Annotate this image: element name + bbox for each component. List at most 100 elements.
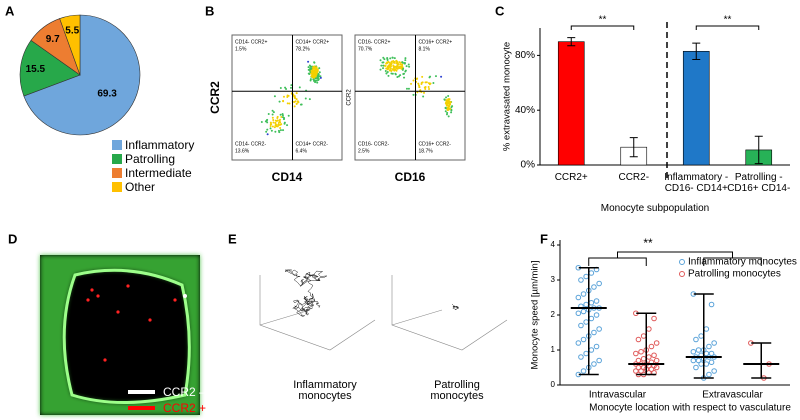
data-point <box>593 298 600 304</box>
flow-dot <box>307 68 310 71</box>
quadrant-percent: 8.1% <box>419 46 431 52</box>
flow-dot <box>283 122 286 125</box>
flow-dot <box>266 128 269 131</box>
flow-dot <box>266 133 269 136</box>
data-point <box>588 270 595 276</box>
quadrant-percent: 6.4% <box>296 148 308 154</box>
data-point <box>588 299 595 306</box>
data-point <box>635 364 642 371</box>
flow-dot <box>419 89 422 92</box>
quadrant-percent: 1.5% <box>235 46 247 52</box>
legend-marker <box>679 271 685 277</box>
panel-label: A <box>5 3 15 18</box>
flow-dot <box>412 93 415 96</box>
data-point <box>640 333 647 339</box>
data-point <box>596 357 602 364</box>
flow-dot <box>272 118 275 121</box>
flow-dot <box>407 87 410 90</box>
flow-dot <box>395 69 398 72</box>
flow-dot <box>402 73 405 76</box>
flow-dot <box>447 94 450 97</box>
flow-dot <box>449 101 452 104</box>
data-point <box>633 350 639 357</box>
vessel-edge <box>62 268 191 404</box>
data-point <box>578 322 584 329</box>
flow-dot <box>315 66 318 69</box>
data-point <box>635 357 642 364</box>
flow-dot <box>311 69 314 72</box>
flow-dot <box>270 129 273 132</box>
error-bar <box>754 135 763 165</box>
flow-dot <box>279 118 282 121</box>
y-tick-label: 4 <box>551 240 556 249</box>
flow-dot <box>408 65 411 68</box>
panel-label: D <box>8 231 17 246</box>
vessel-wall <box>40 255 200 415</box>
error-bar <box>629 137 638 158</box>
flow-dot <box>404 59 407 62</box>
legend-label: CCR2 – <box>163 385 206 399</box>
data-point <box>578 277 584 283</box>
cell <box>183 294 187 298</box>
y-tick-label: 3 <box>551 275 556 284</box>
data-point <box>698 333 704 339</box>
flow-dot <box>392 60 395 63</box>
flow-dot <box>293 96 296 99</box>
quadrant-percent: 70.7% <box>358 46 373 52</box>
flow-dot <box>412 79 415 82</box>
flow-dot <box>382 64 385 67</box>
panel-label: C <box>495 3 505 18</box>
significance-label: ** <box>724 15 732 26</box>
flow-dot <box>404 57 407 60</box>
x-axis-title: CD14 <box>272 170 303 184</box>
x-tick-label: CCR2+ <box>554 172 588 183</box>
data-point <box>591 284 597 290</box>
x-tick-label: Extravascular <box>702 390 763 401</box>
track <box>284 269 328 317</box>
y-tick-label: 0% <box>521 160 536 171</box>
flow-dot <box>271 125 274 128</box>
flow-dots <box>379 56 454 118</box>
value-label: 9.7 <box>46 34 60 45</box>
quadrant-name: CD16+ CCR2- <box>419 141 452 147</box>
data-point <box>593 343 600 350</box>
y-axis-title: CCR2 <box>347 89 353 106</box>
flow-dot <box>260 121 263 124</box>
flow-dot <box>387 74 390 77</box>
data-point <box>708 301 715 308</box>
error-bar <box>567 37 576 47</box>
flow-dot <box>286 102 289 105</box>
flow-dot <box>312 66 315 69</box>
flow-dot <box>307 72 310 75</box>
value-label: 15.5 <box>26 64 46 75</box>
y-tick-label: 0 <box>551 380 556 389</box>
flow-dot <box>391 56 394 59</box>
quadrant-name: CD14+ CCR2- <box>296 141 329 147</box>
data-point <box>575 294 582 301</box>
y-tick-label: 2 <box>551 310 556 319</box>
data-point <box>695 357 702 364</box>
flow-dot <box>273 95 276 98</box>
flow-dot <box>273 126 276 129</box>
flow-dot <box>276 125 279 128</box>
flow-dot <box>399 63 402 66</box>
flow-dot <box>386 70 389 73</box>
flow-dot <box>449 107 452 110</box>
flow-dot <box>316 70 319 73</box>
flow-dot <box>282 95 285 98</box>
data-point <box>648 343 655 350</box>
significance-bracket <box>588 251 762 266</box>
flow-dot <box>314 81 317 84</box>
flow-dot <box>313 70 316 73</box>
track-plot <box>391 275 508 351</box>
flow-dot <box>410 82 413 85</box>
flow-dot <box>309 67 312 70</box>
bar <box>557 41 585 166</box>
error-bar <box>692 42 701 61</box>
flow-dot <box>277 129 280 132</box>
legend-label: Patrolling <box>125 152 175 166</box>
data-point <box>703 326 710 332</box>
flow-dot <box>278 100 281 103</box>
x-tick-label: CCR2- <box>618 172 650 183</box>
data-point <box>596 326 602 332</box>
